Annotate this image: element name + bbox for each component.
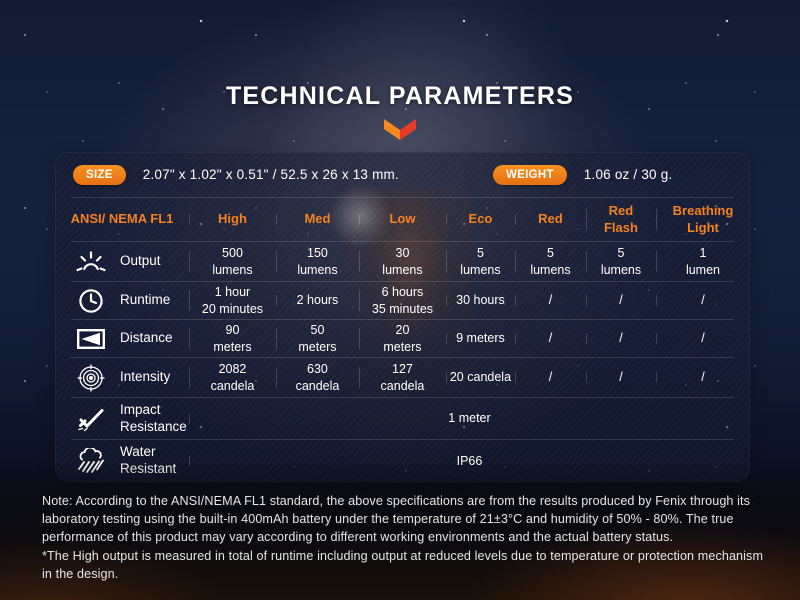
- distance-red: /: [514, 330, 586, 346]
- ground-shadow: [0, 462, 800, 600]
- spec-row-distance: Distance 90 meters 50 meters 20 meters 9…: [55, 320, 750, 357]
- divider: [71, 241, 734, 242]
- runtime-label-cell: Runtime: [55, 288, 189, 314]
- size-badge: SIZE: [73, 164, 126, 185]
- output-red-flash: 5 lumens: [585, 245, 656, 278]
- intensity-label-cell: Intensity: [55, 364, 189, 392]
- output-red: 5 lumens: [514, 245, 586, 278]
- runtime-red-flash: /: [585, 292, 656, 308]
- distance-red-flash: /: [585, 330, 656, 346]
- intensity-icon: [75, 364, 107, 392]
- intensity-eco: 20 candela: [445, 369, 515, 385]
- size-weight-row: SIZE 2.07" x 1.02" x 0.51" / 52.5 x 26 x…: [55, 152, 750, 197]
- output-low: 30 lumens: [358, 245, 446, 278]
- runtime-high: 1 hour 20 minutes: [188, 284, 276, 317]
- weight-value: 1.06 oz / 30 g.: [583, 167, 673, 182]
- divider: [71, 357, 734, 358]
- distance-med: 50 meters: [275, 322, 359, 355]
- header-red: Red: [514, 211, 586, 227]
- row-label: Distance: [120, 330, 173, 346]
- output-high: 500 lumens: [188, 245, 276, 278]
- weight-group: WEIGHT 1.06 oz / 30 g.: [493, 164, 673, 185]
- header-med: Med: [275, 211, 359, 227]
- output-med: 150 lumens: [275, 245, 359, 278]
- distance-high: 90 meters: [188, 322, 276, 355]
- size-value: 2.07" x 1.02" x 0.51" / 52.5 x 26 x 13 m…: [142, 167, 399, 182]
- intensity-low: 127 candela: [358, 361, 446, 394]
- impact-resistance-icon: [75, 406, 107, 432]
- divider: [71, 197, 734, 198]
- intensity-high: 2082 candela: [188, 361, 276, 394]
- runtime-med: 2 hours: [275, 292, 359, 308]
- output-breathing: 1 lumen: [655, 245, 750, 278]
- row-label: Intensity: [120, 369, 171, 385]
- divider: [71, 397, 734, 398]
- header-low: Low: [358, 211, 446, 227]
- row-label: Output: [120, 253, 161, 269]
- intensity-red-flash: /: [585, 369, 656, 385]
- intensity-med: 630 candela: [275, 361, 359, 394]
- page-title: TECHNICAL PARAMETERS: [225, 82, 575, 110]
- header-eco: Eco: [445, 211, 515, 227]
- footnotes: Note: According to the ANSI/NEMA FL1 sta…: [42, 492, 769, 584]
- light-output-icon: [75, 250, 107, 274]
- runtime-eco: 30 hours: [445, 292, 515, 308]
- divider: [71, 439, 734, 440]
- distance-eco: 9 meters: [445, 330, 515, 346]
- runtime-icon: [75, 288, 107, 314]
- spec-row-output: Output 500 lumens 150 lumens 30 lumens 5…: [55, 242, 750, 281]
- distance-breathing: /: [655, 330, 750, 346]
- row-label: Runtime: [120, 292, 171, 308]
- divider: [71, 319, 734, 320]
- note-main: Note: According to the ANSI/NEMA FL1 sta…: [42, 494, 751, 544]
- output-label-cell: Output: [55, 250, 189, 274]
- distance-low: 20 meters: [358, 322, 446, 355]
- intensity-red: /: [514, 369, 586, 385]
- intensity-breathing: /: [655, 369, 750, 385]
- spec-row-impact-resistance: Impact Resistance 1 meter: [55, 398, 750, 439]
- spec-row-runtime: Runtime 1 hour 20 minutes 2 hours 6 hour…: [55, 282, 750, 319]
- header-high: High: [188, 211, 276, 227]
- spec-panel: SIZE 2.07" x 1.02" x 0.51" / 52.5 x 26 x…: [55, 152, 750, 482]
- row-label: Impact Resistance: [120, 401, 187, 434]
- impact-label-cell: Impact Resistance: [55, 402, 189, 436]
- distance-label-cell: Distance: [55, 328, 189, 349]
- header-breathing-light: Breathing Light: [655, 203, 750, 236]
- weight-badge: WEIGHT: [493, 164, 567, 185]
- runtime-red: /: [514, 292, 586, 308]
- table-header-row: ANSI/ NEMA FL1 High Med Low Eco Red Red …: [55, 198, 750, 241]
- runtime-low: 6 hours 35 minutes: [358, 284, 446, 317]
- distance-icon: [75, 328, 107, 349]
- runtime-breathing: /: [655, 292, 750, 308]
- note-asterisk: *The High output is measured in total of…: [42, 549, 764, 581]
- header-ansi-nema: ANSI/ NEMA FL1: [70, 211, 174, 227]
- output-eco: 5 lumens: [445, 245, 515, 278]
- spec-row-intensity: Intensity 2082 candela 630 candela 127 c…: [55, 358, 750, 397]
- divider: [71, 281, 734, 282]
- chevron-down-icon: [382, 119, 418, 140]
- header-red-flash: Red Flash: [585, 203, 656, 236]
- impact-value: 1 meter: [188, 410, 750, 426]
